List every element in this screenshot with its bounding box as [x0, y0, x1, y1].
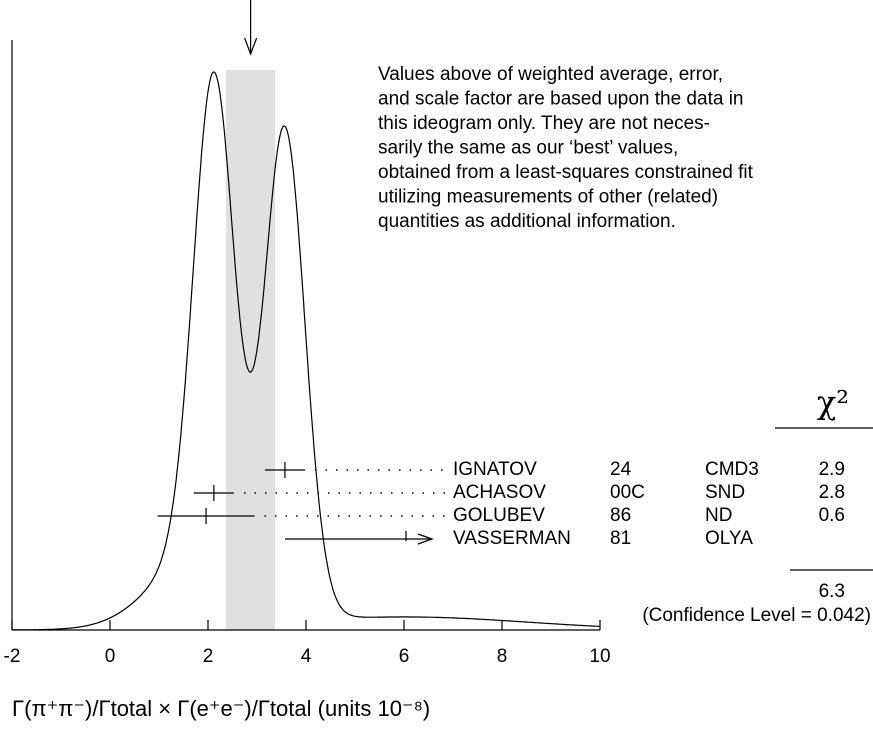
x-tick-label: 2: [203, 646, 214, 667]
chi2-value: 0.6: [819, 505, 845, 526]
measurement-experiment: ND: [705, 505, 732, 526]
note-line: Values above of weighted average, error,: [378, 64, 723, 85]
measurement-year: 86: [610, 505, 631, 526]
measurement-year: 24: [610, 459, 632, 480]
note-line: quantities as additional information.: [378, 211, 676, 232]
measurement-year: 00C: [610, 482, 645, 503]
measurement-name: IGNATOV: [453, 459, 537, 480]
note-line: this ideogram only. They are not neces-: [378, 113, 710, 134]
measurement-experiment: CMD3: [705, 459, 759, 480]
note-line: utilizing measurements of other (related…: [378, 187, 718, 208]
note-line: sarily the same as our ‘best’ values,: [378, 138, 678, 159]
measurement-name: GOLUBEV: [453, 505, 545, 526]
chi2-header: χ²: [817, 384, 849, 422]
x-tick-label: 0: [105, 646, 116, 667]
x-tick-label: -2: [4, 646, 21, 667]
arrowhead: [417, 533, 434, 545]
x-tick-label: 6: [399, 646, 410, 667]
x-tick-label: 10: [589, 646, 610, 667]
measurement-year: 81: [610, 528, 631, 549]
chi2-value: 2.9: [819, 459, 845, 480]
measurement-name: ACHASOV: [453, 482, 546, 503]
note-line: and scale factor are based upon the data…: [378, 89, 743, 110]
x-tick-label: 4: [301, 646, 312, 667]
average-band: [226, 70, 276, 630]
x-axis-label: Γ(π⁺π⁻)/Γtotal × Γ(e⁺e⁻)/Γtotal (units 1…: [12, 696, 430, 721]
chi2-total: 6.3: [819, 581, 845, 602]
measurement-experiment: OLYA: [705, 528, 753, 549]
x-tick-label: 8: [497, 646, 508, 667]
note-line: obtained from a least-squares constraine…: [378, 162, 754, 183]
measurement-experiment: SND: [705, 482, 745, 503]
average-arrowhead: [244, 37, 258, 56]
confidence-level: (Confidence Level = 0.042): [642, 605, 871, 626]
chi2-value: 2.8: [819, 482, 845, 503]
measurement-name: VASSERMAN: [453, 528, 571, 549]
